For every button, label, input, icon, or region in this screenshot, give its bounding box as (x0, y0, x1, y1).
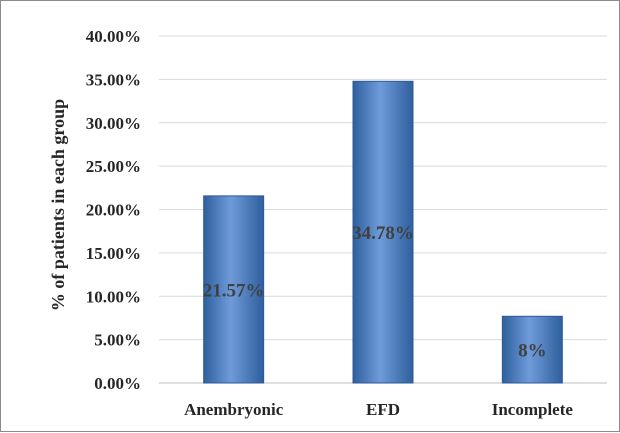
y-tick-label: 30.00% (86, 114, 141, 133)
bar-efd (352, 80, 414, 384)
data-label: 34.78% (352, 223, 414, 244)
data-label: 21.57% (203, 280, 265, 301)
y-tick-label: 35.00% (86, 70, 141, 89)
y-tick-label: 0.00% (94, 374, 141, 393)
data-label: 8% (518, 341, 547, 362)
y-tick-label: 10.00% (86, 287, 141, 306)
y-tick-label: 5.00% (94, 331, 141, 350)
bar-anembryonic (203, 195, 265, 384)
y-tick-label: 40.00% (86, 27, 141, 46)
y-tick-label: 15.00% (86, 244, 141, 263)
y-axis-title: % of patients in each group (48, 99, 68, 311)
y-tick-labels: 0.00% 5.00% 10.00% 15.00% 20.00% 25.00% 30.00%… (86, 27, 141, 393)
y-tick-label: 25.00% (86, 157, 141, 176)
y-tick-label: 20.00% (86, 201, 141, 220)
x-category-label: Incomplete (492, 400, 574, 419)
x-category-label: EFD (366, 400, 400, 419)
data-labels: 21.57% 34.78% 8% (203, 223, 547, 362)
bar-incomplete (501, 315, 563, 384)
bars (203, 80, 563, 384)
x-category-label: Anembryonic (184, 400, 284, 419)
x-category-labels: Anembryonic EFD Incomplete (184, 400, 573, 419)
